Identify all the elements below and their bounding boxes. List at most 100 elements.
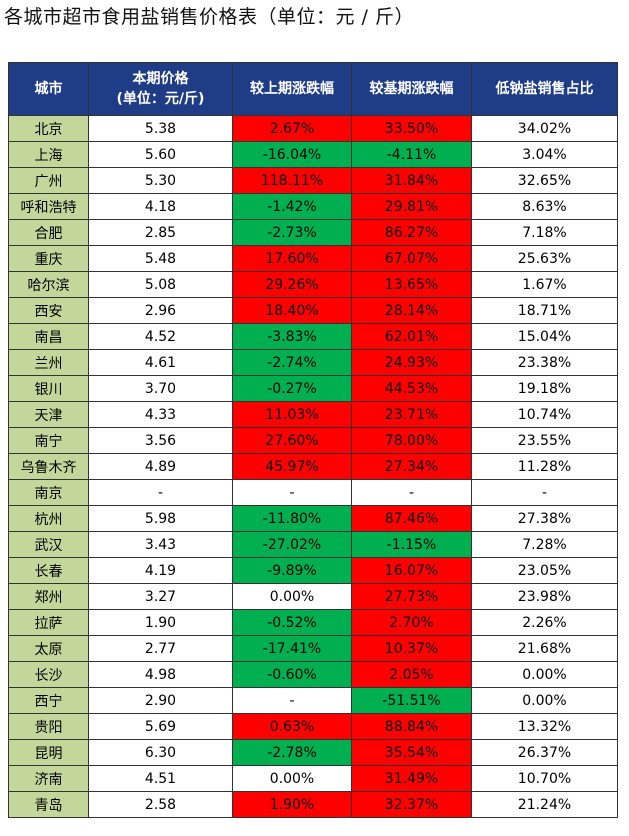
city-cell: 重庆 <box>8 245 89 272</box>
low-sodium-share-cell: 21.24% <box>471 791 618 818</box>
price-cell: 4.89 <box>88 453 233 480</box>
change-vs-prev-cell: -0.60% <box>232 661 352 688</box>
city-cell: 兰州 <box>8 349 89 376</box>
price-cell: 4.52 <box>88 323 233 350</box>
change-vs-prev-cell: - <box>232 479 352 506</box>
change-vs-prev-cell: 0.63% <box>232 713 352 740</box>
low-sodium-share-cell: 23.55% <box>471 427 618 454</box>
change-vs-base-cell: 13.65% <box>351 271 472 298</box>
change-vs-prev-cell: 1.90% <box>232 791 352 818</box>
change-vs-base-cell: 27.73% <box>351 583 472 610</box>
low-sodium-share-cell: 27.38% <box>471 505 618 532</box>
low-sodium-share-cell: 1.67% <box>471 271 618 298</box>
table-row: 郑州 3.27 0.00% 27.73% 23.98% <box>8 583 618 610</box>
change-vs-prev-cell: -0.52% <box>232 609 352 636</box>
price-cell: 4.61 <box>88 349 233 376</box>
table-row: 青岛 2.58 1.90% 32.37% 21.24% <box>8 791 618 818</box>
change-vs-prev-cell: -2.73% <box>232 219 352 246</box>
low-sodium-share-cell: 25.63% <box>471 245 618 272</box>
table-row: 西安 2.96 18.40% 28.14% 18.71% <box>8 297 618 324</box>
price-cell: 5.60 <box>88 141 233 168</box>
price-cell: 2.58 <box>88 791 233 818</box>
table-row: 长春 4.19 -9.89% 16.07% 23.05% <box>8 557 618 584</box>
change-vs-base-cell: -4.11% <box>351 141 472 168</box>
table-row: 乌鲁木齐 4.89 45.97% 27.34% 11.28% <box>8 453 618 480</box>
city-cell: 杭州 <box>8 505 89 532</box>
change-vs-prev-cell: 0.00% <box>232 583 352 610</box>
price-cell: 5.30 <box>88 167 233 194</box>
change-vs-prev-cell: -3.83% <box>232 323 352 350</box>
city-cell: 呼和浩特 <box>8 193 89 220</box>
header-price-label: 本期价格 <box>132 71 189 87</box>
change-vs-base-cell: 10.37% <box>351 635 472 662</box>
price-cell: 5.69 <box>88 713 233 740</box>
city-cell: 昆明 <box>8 739 89 766</box>
table-row: 长沙 4.98 -0.60% 2.05% 0.00% <box>8 661 618 688</box>
table-body: 北京 5.38 2.67% 33.50% 34.02% 上海 5.60 -16.04% -4.1… <box>8 115 618 818</box>
low-sodium-share-cell: 15.04% <box>471 323 618 350</box>
change-vs-base-cell: - <box>351 479 472 506</box>
change-vs-base-cell: 31.49% <box>351 765 472 792</box>
change-vs-base-cell: 2.70% <box>351 609 472 636</box>
table-row: 重庆 5.48 17.60% 67.07% 25.63% <box>8 245 618 272</box>
price-cell: 5.08 <box>88 271 233 298</box>
city-cell: 西安 <box>8 297 89 324</box>
low-sodium-share-cell: 23.05% <box>471 557 618 584</box>
price-cell: 6.30 <box>88 739 233 766</box>
low-sodium-share-cell: 7.18% <box>471 219 618 246</box>
table-row: 西宁 2.90- -51.51% 0.00% <box>8 687 618 714</box>
price-cell: 4.98 <box>88 661 233 688</box>
price-cell: 5.98 <box>88 505 233 532</box>
city-cell: 青岛 <box>8 791 89 818</box>
change-vs-prev-cell: 118.11% <box>232 167 352 194</box>
low-sodium-share-cell: 10.74% <box>471 401 618 428</box>
header-city: 城市 <box>8 62 89 116</box>
city-cell: 郑州 <box>8 583 89 610</box>
change-vs-base-cell: -51.51% <box>351 687 472 714</box>
low-sodium-share-cell: 23.98% <box>471 583 618 610</box>
table-row: 银川 3.70 -0.27% 44.53% 19.18% <box>8 375 618 402</box>
table-row: 南宁 3.56 27.60% 78.00% 23.55% <box>8 427 618 454</box>
table-row: 昆明 6.30 -2.78% 35.54% 26.37% <box>8 739 618 766</box>
price-cell: 1.90 <box>88 609 233 636</box>
table-row: 太原 2.77 -17.41% 10.37% 21.68% <box>8 635 618 662</box>
change-vs-prev-cell: 0.00% <box>232 765 352 792</box>
low-sodium-share-cell: 0.00% <box>471 687 618 714</box>
change-vs-base-cell: 62.01% <box>351 323 472 350</box>
change-vs-prev-cell: -11.80% <box>232 505 352 532</box>
price-cell: 5.48 <box>88 245 233 272</box>
table-row: 南京 - - - - <box>8 479 618 506</box>
table-row: 呼和浩特 4.18 -1.42% 29.81% 8.63% <box>8 193 618 220</box>
change-vs-prev-cell: -17.41% <box>232 635 352 662</box>
change-vs-base-cell: 29.81% <box>351 193 472 220</box>
city-cell: 哈尔滨 <box>8 271 89 298</box>
salt-price-table: 城市 本期价格 (单位：元/斤) 较上期涨跌幅 较基期涨跌幅 低钠盐销售占比 北… <box>8 62 618 818</box>
price-cell: 4.19 <box>88 557 233 584</box>
change-vs-prev-cell: 11.03% <box>232 401 352 428</box>
change-vs-base-cell: 33.50% <box>351 115 472 142</box>
change-vs-base-cell: 88.84% <box>351 713 472 740</box>
table-row: 杭州 5.98 -11.80% 87.46% 27.38% <box>8 505 618 532</box>
city-cell: 北京 <box>8 115 89 142</box>
change-vs-base-cell: 44.53% <box>351 375 472 402</box>
city-cell: 南昌 <box>8 323 89 350</box>
change-vs-base-cell: 23.71% <box>351 401 472 428</box>
price-cell: 3.27 <box>88 583 233 610</box>
low-sodium-share-cell: 19.18% <box>471 375 618 402</box>
low-sodium-share-cell: 34.02% <box>471 115 618 142</box>
low-sodium-share-cell: 21.68% <box>471 635 618 662</box>
city-cell: 长沙 <box>8 661 89 688</box>
low-sodium-share-cell: 32.65% <box>471 167 618 194</box>
change-vs-base-cell: 24.93% <box>351 349 472 376</box>
table-row: 武汉 3.43 -27.02% -1.15% 7.28% <box>8 531 618 558</box>
change-vs-base-cell: 27.34% <box>351 453 472 480</box>
change-vs-prev-cell: 2.67% <box>232 115 352 142</box>
change-vs-base-cell: 86.27% <box>351 219 472 246</box>
price-cell: 2.96 <box>88 297 233 324</box>
table-row: 天津 4.33 11.03% 23.71% 10.74% <box>8 401 618 428</box>
city-cell: 济南 <box>8 765 89 792</box>
price-cell: 3.43 <box>88 531 233 558</box>
table-row: 北京 5.38 2.67% 33.50% 34.02% <box>8 115 618 142</box>
change-vs-base-cell: 31.84% <box>351 167 472 194</box>
header-change-vs-base: 较基期涨跌幅 <box>351 62 472 116</box>
